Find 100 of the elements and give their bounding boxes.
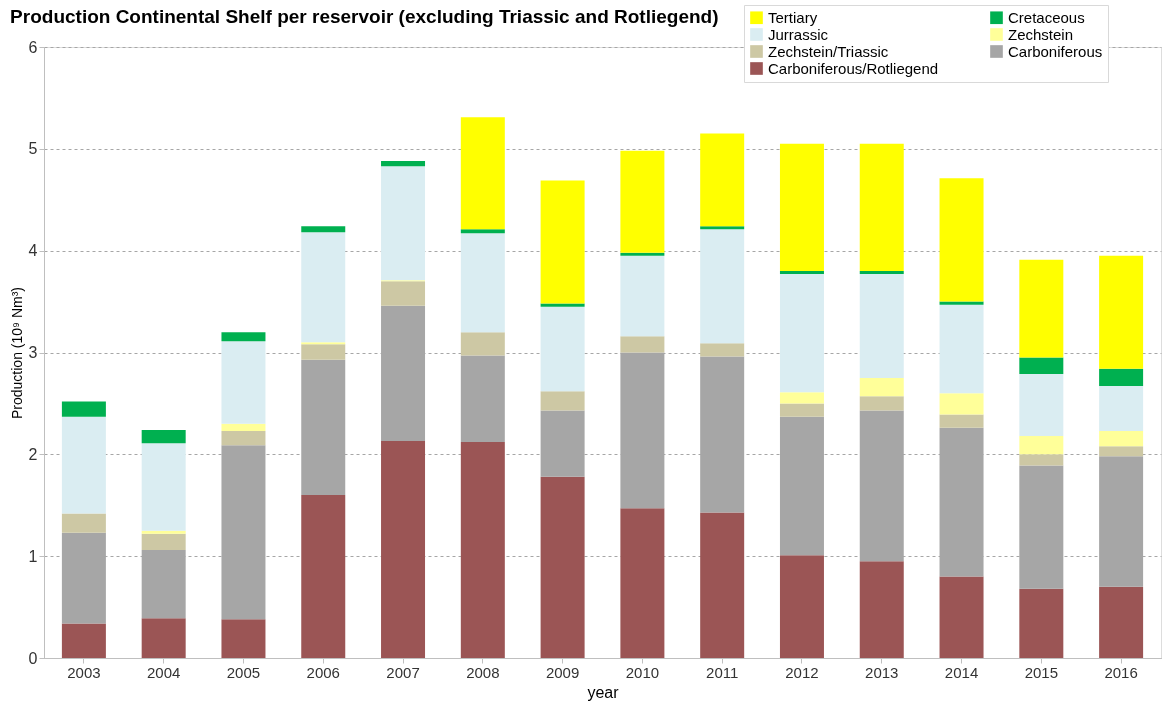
bar — [381, 161, 426, 167]
bar — [1099, 430, 1144, 447]
bar — [779, 274, 824, 393]
bar — [540, 303, 585, 307]
legend-label: Cretaceous — [1008, 8, 1085, 26]
y-tick-label: 4 — [28, 242, 38, 260]
bar — [1099, 386, 1144, 431]
bar — [540, 476, 585, 658]
bar — [939, 178, 984, 302]
bar — [779, 392, 824, 404]
bar — [221, 619, 266, 658]
y-tick-label: 3 — [28, 344, 38, 361]
bar — [221, 341, 266, 424]
x-axis-title: year — [587, 683, 620, 701]
bar — [859, 271, 904, 275]
bar — [1019, 373, 1064, 436]
x-tick-label: 2011 — [706, 663, 739, 681]
bar — [700, 343, 745, 357]
bar — [620, 252, 665, 256]
bar — [859, 561, 904, 658]
x-tick-label: 2015 — [1024, 663, 1059, 681]
bar — [460, 332, 505, 356]
bar — [61, 513, 106, 533]
bar — [859, 377, 904, 397]
bar — [700, 133, 745, 227]
bar — [700, 512, 745, 658]
bar — [381, 281, 426, 306]
bar — [700, 229, 745, 344]
bar — [381, 166, 426, 281]
bar — [141, 443, 186, 531]
bar — [301, 226, 346, 233]
x-tick-label: 2013 — [865, 663, 899, 681]
x-tick-label: 2014 — [944, 663, 979, 681]
bar — [620, 508, 665, 658]
bar — [779, 271, 824, 275]
chart-title: Production Continental Shelf per reservoir (excluding Triassic and Rotliegend) — [10, 6, 719, 27]
legend-label: Carboniferous — [1008, 42, 1103, 60]
bar — [779, 403, 824, 417]
bar — [141, 429, 186, 444]
legend-label: Zechstein — [1008, 25, 1074, 43]
x-tick-label: 2009 — [545, 663, 580, 681]
x-tick-label: 2008 — [466, 663, 500, 681]
y-axis-title: Production (10⁹ Nm³) — [8, 286, 25, 420]
bar — [939, 301, 984, 305]
legend-label: Tertiary — [768, 8, 818, 26]
bar — [939, 414, 984, 428]
bar — [221, 430, 266, 446]
x-tick-label: 2003 — [67, 663, 101, 681]
y-tick-label: 6 — [28, 38, 38, 56]
bar — [301, 344, 346, 360]
x-tick-label: 2016 — [1104, 663, 1138, 681]
bar — [61, 401, 106, 417]
bar — [1019, 259, 1064, 358]
bar — [460, 229, 505, 234]
bar — [939, 393, 984, 415]
bar — [301, 232, 346, 343]
bar — [221, 423, 266, 431]
y-tick-label: 1 — [28, 547, 38, 565]
bar — [141, 618, 186, 658]
bar — [460, 442, 505, 658]
bar — [859, 143, 904, 272]
bar — [221, 332, 266, 342]
bar — [141, 530, 186, 534]
y-tick-label: 5 — [28, 140, 38, 158]
bar — [939, 304, 984, 394]
bar — [460, 117, 505, 230]
bar — [301, 495, 346, 658]
bar — [540, 180, 585, 304]
x-tick-label: 2007 — [386, 663, 420, 681]
x-tick-label: 2005 — [226, 663, 261, 681]
bar — [61, 416, 106, 514]
bar — [859, 274, 904, 378]
legend-label: Carboniferous/Rotliegend — [768, 59, 939, 77]
x-tick-label: 2006 — [306, 663, 340, 681]
bar — [301, 342, 346, 345]
bar — [460, 233, 505, 333]
legend-label: Zechstein/Triassic — [768, 42, 889, 60]
bar — [939, 576, 984, 658]
bar — [1019, 454, 1064, 466]
bar — [1019, 436, 1064, 455]
bar — [1099, 446, 1144, 457]
bar — [61, 623, 106, 658]
bar — [859, 396, 904, 411]
bar — [460, 355, 505, 443]
bar — [620, 336, 665, 353]
x-tick-label: 2010 — [625, 663, 660, 681]
bar — [620, 150, 665, 253]
bar — [381, 441, 426, 658]
y-tick-label: 0 — [28, 649, 38, 667]
bar — [1099, 586, 1144, 658]
bar — [540, 306, 585, 392]
bar — [1019, 357, 1064, 374]
bar — [1099, 255, 1144, 369]
bar — [1099, 368, 1144, 387]
legend-label: Jurrassic — [768, 25, 829, 43]
y-tick-label: 2 — [28, 445, 38, 463]
bar — [620, 255, 665, 337]
bar — [779, 143, 824, 272]
bar — [540, 391, 585, 411]
x-tick-label: 2004 — [146, 663, 181, 681]
